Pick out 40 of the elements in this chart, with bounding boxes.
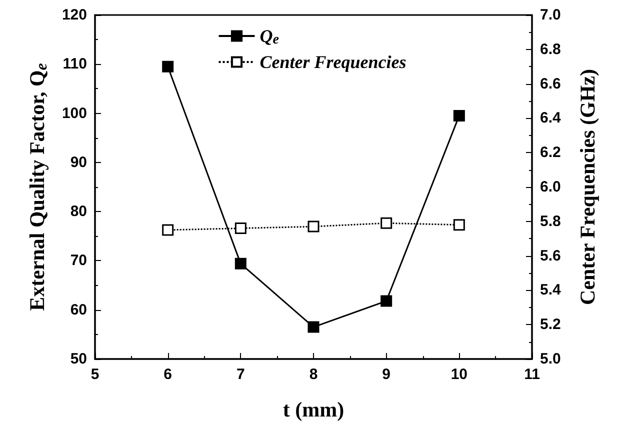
x-tick-label: 9 — [382, 366, 391, 383]
point — [380, 217, 392, 229]
y2-axis-title: Center Frequencies (GHz) — [576, 69, 600, 305]
x-tick-label: 5 — [90, 366, 100, 383]
point — [308, 220, 320, 232]
y2-tick-label: 6.6 — [540, 75, 561, 92]
x-tick-label: 7 — [236, 366, 245, 383]
y2-tick-label: 6.0 — [540, 178, 561, 196]
y2-tick-label: 5.4 — [540, 282, 562, 299]
y-tick-label: 70 — [70, 252, 87, 270]
y-tick-label: 50 — [70, 350, 87, 368]
y2-tick-label: 6.2 — [540, 144, 561, 162]
y2-tick-label: 5.2 — [540, 316, 561, 334]
y-axis-title: External Quality Factor, Qe — [25, 63, 50, 311]
y2-tick-label: 5.0 — [540, 350, 561, 368]
y-tick-label: 60 — [70, 301, 87, 318]
y2-tick-label: 5.6 — [540, 247, 561, 264]
point — [162, 224, 174, 236]
y2-tick-label: 5.8 — [540, 212, 561, 230]
point — [234, 258, 246, 270]
y2-tick-label: 6.4 — [540, 110, 562, 127]
y-tick-label: 100 — [62, 104, 87, 122]
point — [453, 110, 465, 122]
y2-tick-label: 6.8 — [540, 40, 561, 58]
point — [380, 295, 392, 307]
y-tick-label: 120 — [62, 6, 87, 24]
point — [308, 321, 320, 333]
y2-tick-label: 7.0 — [540, 6, 561, 24]
x-tick-label: 10 — [450, 366, 468, 383]
point — [234, 222, 246, 234]
point — [162, 60, 174, 72]
point — [453, 219, 465, 231]
y-tick-label: 80 — [70, 203, 87, 220]
legend-label: Center Frequencies — [260, 52, 406, 72]
x-tick-label: 6 — [164, 366, 172, 383]
x-tick-label: 8 — [309, 366, 318, 383]
x-axis-title: t (mm) — [282, 398, 344, 422]
x-tick-label: 11 — [524, 366, 540, 383]
y-tick-label: 90 — [70, 154, 87, 171]
y-tick-label: 110 — [62, 56, 87, 73]
